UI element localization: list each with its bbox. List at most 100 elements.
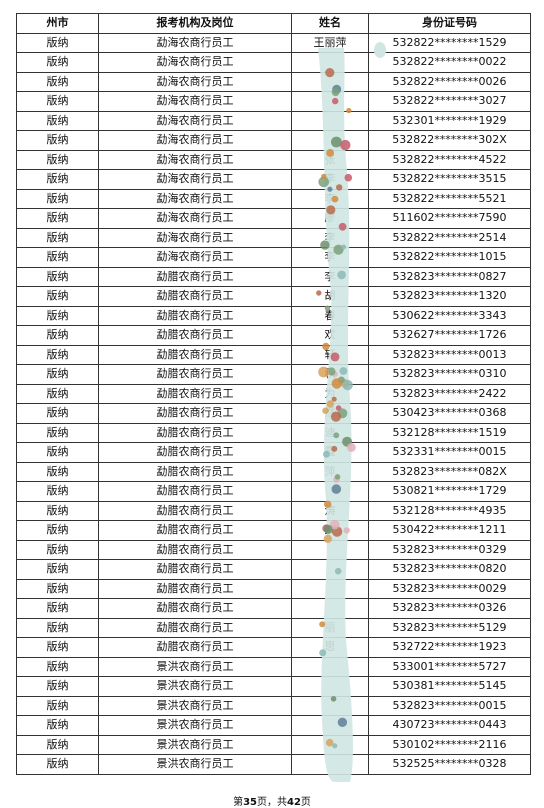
institution-cell: 勐腊农商行员工 (98, 637, 292, 658)
table-row: 版纳 勐腊农商行员工 532823********0326 (16, 598, 531, 619)
institution-cell: 勐海农商行员工 (98, 149, 292, 170)
name-cell: 胡 (291, 286, 369, 307)
table-row: 版纳 勐海农商行员工李 532822********5521 (16, 188, 531, 209)
name-cell: 思 (291, 637, 369, 658)
city-cell: 版纳 (16, 578, 99, 599)
institution-cell: 勐腊农商行员工 (98, 617, 292, 638)
id-number-cell: 530821********1729 (368, 481, 531, 502)
id-number-cell: 532823********2422 (368, 383, 531, 404)
name-cell (291, 559, 369, 580)
city-cell: 版纳 (16, 637, 99, 658)
id-number-cell: 532722********1923 (368, 637, 531, 658)
id-number-cell: 532301********1929 (368, 110, 531, 131)
city-cell: 版纳 (16, 266, 99, 287)
institution-cell: 勐腊农商行员工 (98, 442, 292, 463)
city-cell: 版纳 (16, 32, 99, 53)
institution-cell: 勐腊农商行员工 (98, 325, 292, 346)
id-number-cell: 532823********082X (368, 461, 531, 482)
id-number-cell: 532822********0022 (368, 52, 531, 73)
table-row: 版纳 勐腊农商行员工为 532823********2422 (16, 383, 531, 404)
id-number-cell: 533001********5727 (368, 656, 531, 677)
id-number-cell: 532822********3515 (368, 169, 531, 190)
id-number-cell: 532823********0015 (368, 695, 531, 716)
city-cell: 版纳 (16, 461, 99, 482)
table-row: 版纳 勐腊农商行员工迪 532128********1519 (16, 422, 531, 443)
header-institution-position: 报考机构及岗位 (98, 13, 292, 34)
institution-cell: 勐腊农商行员工 (98, 286, 292, 307)
city-cell: 版纳 (16, 734, 99, 755)
city-cell: 版纳 (16, 422, 99, 443)
city-cell: 版纳 (16, 52, 99, 73)
institution-cell: 勐腊农商行员工 (98, 520, 292, 541)
id-number-cell: 532823********0310 (368, 364, 531, 385)
city-cell: 版纳 (16, 247, 99, 268)
table-row: 版纳 景洪农商行员工 430723********0443 (16, 715, 531, 736)
id-number-cell: 530102********2116 (368, 734, 531, 755)
city-cell: 版纳 (16, 344, 99, 365)
institution-cell: 勐腊农商行员工 (98, 481, 292, 502)
institution-cell: 勐海农商行员工 (98, 32, 292, 53)
name-cell: 张 (291, 149, 369, 170)
city-cell: 版纳 (16, 676, 99, 697)
roster-table: 州市 报考机构及岗位 姓名 身份证号码 版纳 勐海农商行员工 王丽萍 532822**… (16, 13, 531, 775)
institution-cell: 景洪农商行员工 (98, 656, 292, 677)
name-cell (291, 578, 369, 599)
name-cell: 李 (291, 188, 369, 209)
institution-cell: 景洪农商行员工 (98, 676, 292, 697)
institution-cell: 勐海农商行员工 (98, 130, 292, 151)
name-cell: 春 (291, 305, 369, 326)
name-cell: 李 (291, 227, 369, 248)
table-row: 版纳 景洪农商行员工 533001********5727 (16, 656, 531, 677)
page-footer: 第35页，共42页 (0, 793, 544, 808)
table-row: 版纳 勐海农商行员工李 532822********3515 (16, 169, 531, 190)
table-row: 版纳 勐腊农商行员工然 530423********0368 (16, 403, 531, 424)
institution-cell: 勐海农商行员工 (98, 208, 292, 229)
current-page: 35 (243, 797, 257, 808)
institution-cell: 勐腊农商行员工 (98, 578, 292, 599)
city-cell: 版纳 (16, 695, 99, 716)
city-cell: 版纳 (16, 442, 99, 463)
city-cell: 版纳 (16, 598, 99, 619)
name-cell (291, 695, 369, 716)
name-cell: 萍 (291, 461, 369, 482)
table-row: 版纳 勐腊农商行员工丽 532823********5129 (16, 617, 531, 638)
id-number-cell: 532823********0013 (368, 344, 531, 365)
table-row: 版纳 勐腊农商行员工 532823********0820 (16, 559, 531, 580)
table-row: 版纳 勐海农商行员工 532822********3027 (16, 91, 531, 112)
city-cell: 版纳 (16, 325, 99, 346)
name-cell: 王丽萍 (291, 32, 369, 53)
table-row: 版纳 勐腊农商行员工思 532722********1923 (16, 637, 531, 658)
id-number-cell: 532823********0329 (368, 539, 531, 560)
table-row: 版纳 勐海农商行员工 532822********0022 (16, 52, 531, 73)
id-number-cell: 532823********0820 (368, 559, 531, 580)
name-cell: 丽 (291, 617, 369, 638)
table-row: 版纳 景洪农商行员工 532525********0328 (16, 754, 531, 775)
institution-cell: 景洪农商行员工 (98, 754, 292, 775)
institution-cell: 勐海农商行员工 (98, 91, 292, 112)
table-row: 版纳 勐海农商行员工张 532822********4522 (16, 149, 531, 170)
city-cell: 版纳 (16, 500, 99, 521)
city-cell: 版纳 (16, 91, 99, 112)
table-row: 版纳 勐腊农商行员工欢 532627********1726 (16, 325, 531, 346)
id-number-cell: 530381********5145 (368, 676, 531, 697)
name-cell: 为 (291, 383, 369, 404)
table-row: 版纳 勐腊农商行员工霞 532331********0015 (16, 442, 531, 463)
institution-cell: 勐腊农商行员工 (98, 364, 292, 385)
city-cell: 版纳 (16, 286, 99, 307)
city-cell: 版纳 (16, 169, 99, 190)
name-cell (291, 676, 369, 697)
table-row: 版纳 勐腊农商行员工文 530422********1211 (16, 520, 531, 541)
table-row: 版纳 勐腊农商行员工轩 532823********0013 (16, 344, 531, 365)
table-row: 版纳 勐腊农商行员工涛 532128********4935 (16, 500, 531, 521)
table-row: 版纳 勐腊农商行员工李 532823********0827 (16, 266, 531, 287)
institution-cell: 景洪农商行员工 (98, 715, 292, 736)
id-number-cell: 532822********1015 (368, 247, 531, 268)
id-number-cell: 532823********1320 (368, 286, 531, 307)
footer-prefix: 第 (233, 797, 244, 808)
table-row: 版纳 勐腊农商行员工萍 532823********082X (16, 461, 531, 482)
name-cell (291, 715, 369, 736)
city-cell: 版纳 (16, 559, 99, 580)
institution-cell: 勐海农商行员工 (98, 227, 292, 248)
city-cell: 版纳 (16, 305, 99, 326)
city-cell: 版纳 (16, 364, 99, 385)
